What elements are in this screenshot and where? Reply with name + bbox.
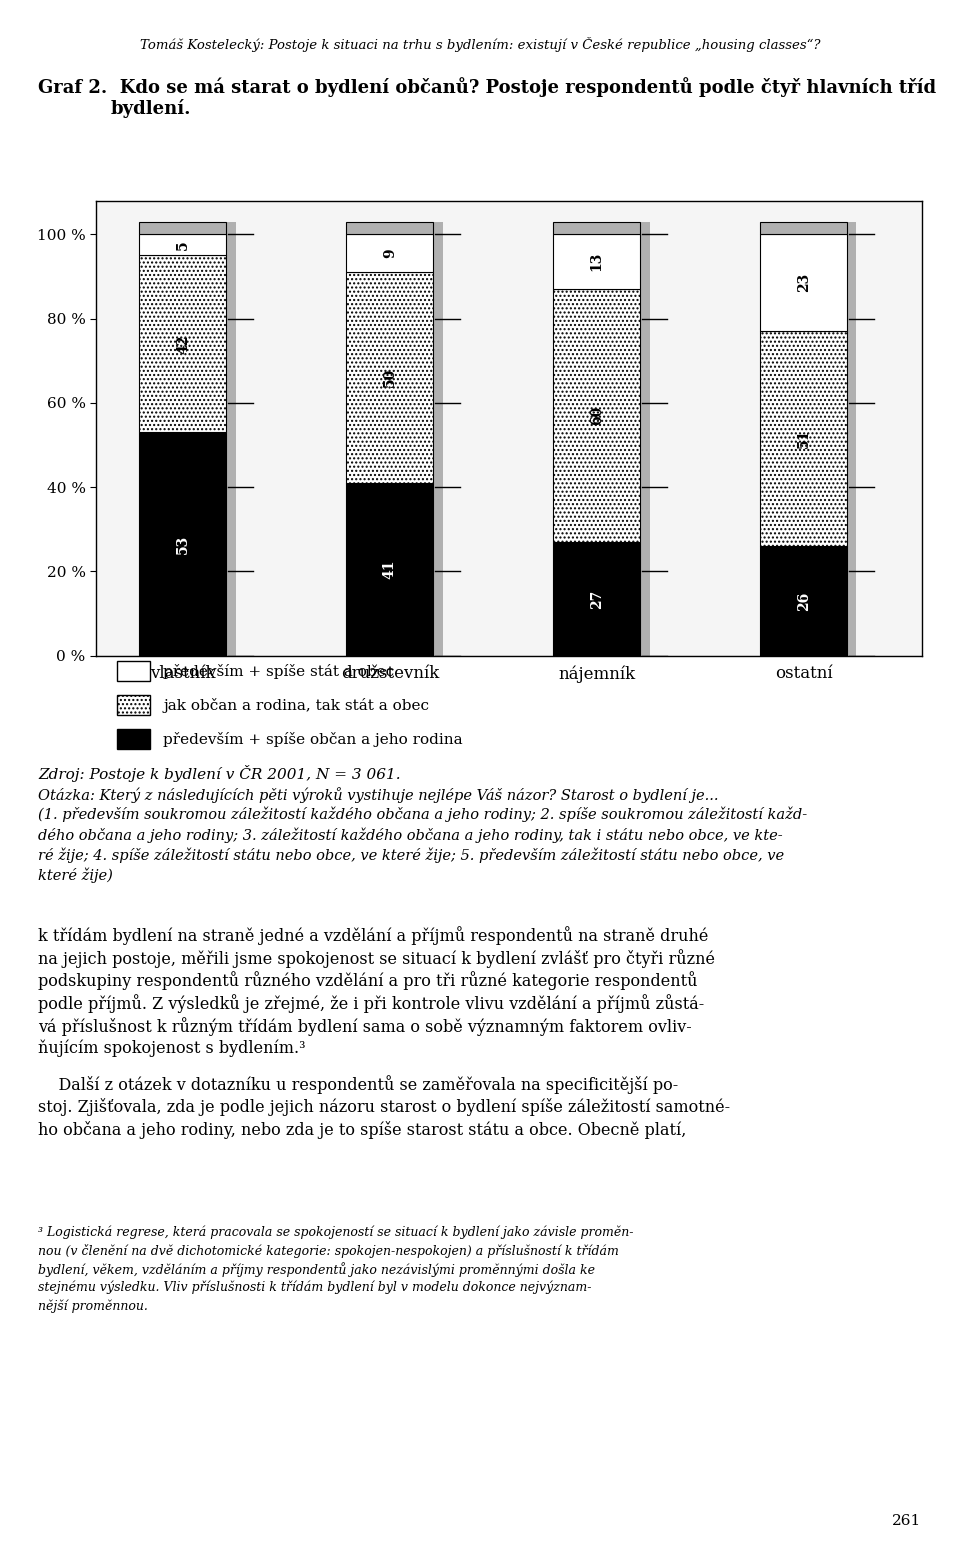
Text: 41: 41 <box>383 560 396 579</box>
Bar <box>553 222 640 235</box>
Text: 50: 50 <box>383 367 396 387</box>
Text: především + spíše občan a jeho rodina: především + spíše občan a jeho rodina <box>163 731 463 747</box>
Bar <box>96 656 922 663</box>
Text: nou (v členění na dvě dichotomické kategorie: spokojen-nespokojen) a příslušnost: nou (v členění na dvě dichotomické kateg… <box>38 1244 619 1258</box>
Bar <box>553 289 640 542</box>
Bar <box>760 332 847 546</box>
Bar <box>139 432 227 656</box>
Text: 26: 26 <box>797 591 810 611</box>
Text: Zdroj: Postoje k bydlení v ČR 2001, N = 3 061.: Zdroj: Postoje k bydlení v ČR 2001, N = … <box>38 765 401 782</box>
Text: (1. především soukromou záležitostí každého občana a jeho rodiny; 2. spíše soukr: (1. především soukromou záležitostí každ… <box>38 807 807 822</box>
Bar <box>139 222 227 235</box>
Text: Graf 2.  Kdo se má starat o bydlení občanů? Postoje respondentů podle čtyř hlavn: Graf 2. Kdo se má starat o bydlení občan… <box>38 77 937 97</box>
Bar <box>139 235 227 256</box>
Text: 27: 27 <box>589 589 604 608</box>
Bar <box>139 256 227 432</box>
Bar <box>149 222 235 656</box>
Text: 60: 60 <box>589 406 604 426</box>
Text: Otázka: Který z následujících pěti výroků vystihuje nejlépe Váš názor? Starost o: Otázka: Který z následujících pěti výrok… <box>38 787 719 802</box>
Bar <box>760 222 847 235</box>
Text: dého občana a jeho rodiny; 3. záležitostí každého občana a jeho rodiny, tak i st: dého občana a jeho rodiny; 3. záležitost… <box>38 827 783 842</box>
Text: ho občana a jeho rodiny, nebo zda je to spíše starost státu a obce. Obecně platí: ho občana a jeho rodiny, nebo zda je to … <box>38 1122 686 1139</box>
Text: bydlení, věkem, vzděláním a příjmy respondentů jako nezávislými proměnnými došla: bydlení, věkem, vzděláním a příjmy respo… <box>38 1262 595 1278</box>
Text: ³ Logistická regrese, která pracovala se spokojeností se situací k bydlení jako : ³ Logistická regrese, která pracovala se… <box>38 1225 634 1239</box>
Bar <box>760 235 847 332</box>
Text: 42: 42 <box>176 335 190 353</box>
Text: 5: 5 <box>176 241 190 250</box>
Bar <box>347 222 433 235</box>
Bar <box>347 235 433 272</box>
Text: stejnému výsledku. Vliv příslušnosti k třídám bydlení byl v modelu dokonce nejvý: stejnému výsledku. Vliv příslušnosti k t… <box>38 1281 592 1295</box>
Bar <box>356 222 443 656</box>
Bar <box>760 546 847 656</box>
Text: podle příjmů. Z výsledků je zřejmé, že i při kontrole vlivu vzdělání a příjmů zů: podle příjmů. Z výsledků je zřejmé, že i… <box>38 994 705 1014</box>
Text: které žije): které žije) <box>38 867 113 883</box>
Bar <box>117 730 150 748</box>
Bar <box>117 662 150 680</box>
Bar <box>770 222 856 656</box>
Text: Další z otázek v dotazníku u respondentů se zaměřovala na specificitější po-: Další z otázek v dotazníku u respondentů… <box>38 1075 679 1094</box>
Text: bydlení.: bydlení. <box>110 99 191 117</box>
Text: stoj. Zjišťovala, zda je podle jejich názoru starost o bydlení spíše záležitostí: stoj. Zjišťovala, zda je podle jejich ná… <box>38 1099 731 1116</box>
Text: vá příslušnost k různým třídám bydlení sama o sobě významným faktorem ovliv-: vá příslušnost k různým třídám bydlení s… <box>38 1017 692 1035</box>
Text: podskupiny respondentů různého vzdělání a pro tři různé kategorie respondentů: podskupiny respondentů různého vzdělání … <box>38 972 698 991</box>
Text: 51: 51 <box>797 429 810 449</box>
Text: 13: 13 <box>589 252 604 272</box>
Text: 23: 23 <box>797 273 810 293</box>
Text: především + spíše stát a obec: především + spíše stát a obec <box>163 663 395 679</box>
Text: 261: 261 <box>893 1514 922 1528</box>
Bar <box>347 272 433 483</box>
Bar <box>563 222 650 656</box>
Text: nější proměnnou.: nější proměnnou. <box>38 1299 148 1313</box>
Bar <box>117 696 150 714</box>
Text: k třídám bydlení na straně jedné a vzdělání a příjmů respondentů na straně druhé: k třídám bydlení na straně jedné a vzděl… <box>38 926 708 944</box>
Text: 53: 53 <box>176 534 190 554</box>
Bar <box>553 542 640 656</box>
Text: jak občan a rodina, tak stát a obec: jak občan a rodina, tak stát a obec <box>163 697 429 713</box>
Bar <box>553 235 640 289</box>
Text: 9: 9 <box>383 248 396 258</box>
Text: ňujícím spokojenost s bydlením.³: ňujícím spokojenost s bydlením.³ <box>38 1040 306 1057</box>
Text: na jejich postoje, měřili jsme spokojenost se situací k bydlení zvlášť pro čtyři: na jejich postoje, měřili jsme spokojeno… <box>38 949 715 967</box>
Text: ré žije; 4. spíše záležitostí státu nebo obce, ve které žije; 5. především zálež: ré žije; 4. spíše záležitostí státu nebo… <box>38 847 784 863</box>
Bar <box>347 483 433 656</box>
Text: Tomáš Kostelecký: Postoje k situaci na trhu s bydlením: existují v České republi: Tomáš Kostelecký: Postoje k situaci na t… <box>140 37 820 52</box>
